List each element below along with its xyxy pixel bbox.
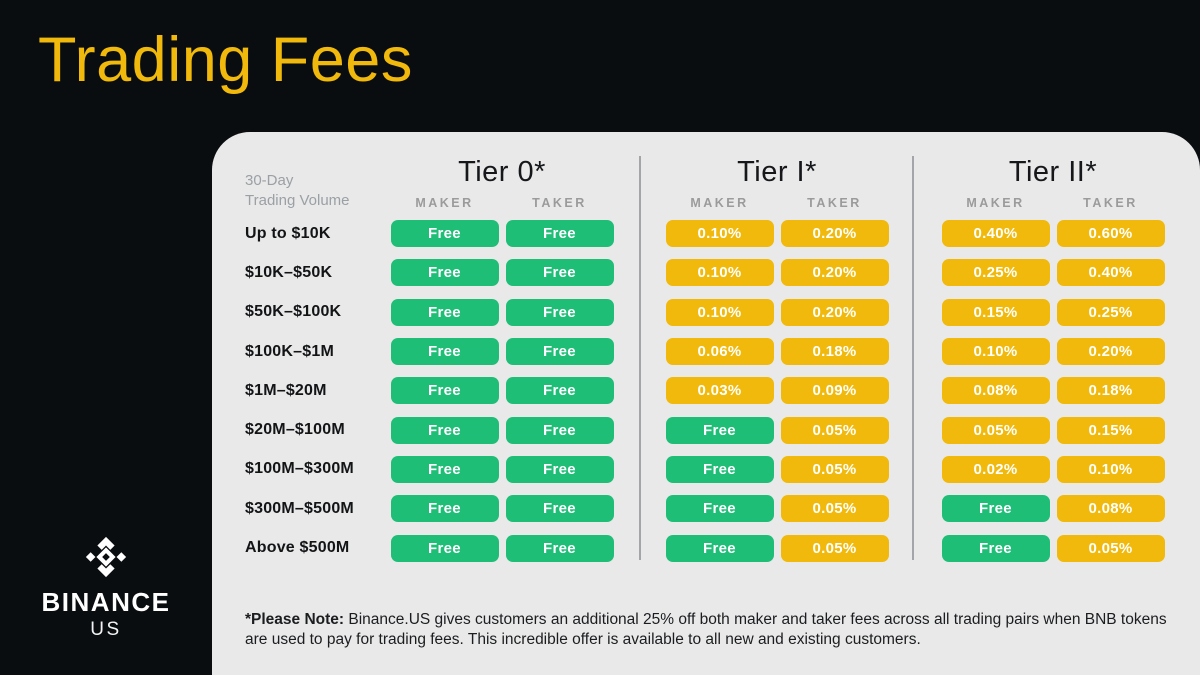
fee-pill: 0.20%: [780, 298, 889, 326]
maker-column-label: MAKER: [966, 196, 1025, 210]
brand-sub: US: [90, 619, 122, 640]
fees-table: 30-Day Trading Volume Tier 0* MAKER TAKER Tie…: [245, 152, 1168, 568]
taker-column-label: TAKER: [1083, 196, 1138, 210]
tier-title: Tier 0*: [458, 155, 546, 188]
volume-row-label: $300M–$500M: [245, 499, 354, 517]
brand-logo: BINANCE US: [0, 534, 212, 641]
fee-pill: 0.18%: [1056, 377, 1165, 405]
fee-pill: 0.06%: [665, 338, 774, 366]
fee-pill: Free: [390, 455, 499, 483]
fee-pill: 0.60%: [1056, 220, 1165, 248]
fee-pill: Free: [665, 455, 774, 483]
binance-diamond-icon: [85, 536, 127, 578]
maker-column-label: MAKER: [415, 196, 474, 210]
brand-name: BINANCE: [41, 587, 171, 617]
fee-pill: 0.08%: [941, 377, 1050, 405]
volume-row-label: $50K–$100K: [245, 303, 342, 321]
fee-pill: Free: [505, 220, 614, 248]
fee-pill: 0.10%: [665, 220, 774, 248]
fee-pill: Free: [505, 259, 614, 287]
footnote: *Please Note: Binance.US gives customers…: [245, 610, 1185, 651]
fee-pill: Free: [390, 534, 499, 562]
volume-row-label: $100M–$300M: [245, 460, 354, 478]
fee-pill: Free: [505, 495, 614, 523]
fee-pill: 0.09%: [780, 377, 889, 405]
fee-pill: 0.40%: [941, 220, 1050, 248]
fee-pill: 0.02%: [941, 455, 1050, 483]
fee-pill: 0.05%: [1056, 534, 1165, 562]
volume-header-line1: 30-Day: [245, 172, 294, 190]
tier-title: Tier I*: [737, 155, 817, 188]
fee-pill: Free: [665, 534, 774, 562]
fee-pill: 0.10%: [1056, 455, 1165, 483]
fee-pill: Free: [505, 455, 614, 483]
fee-pill: 0.40%: [1056, 259, 1165, 287]
tier-divider: [912, 156, 914, 560]
fee-pill: 0.15%: [941, 298, 1050, 326]
volume-row-label: $1M–$20M: [245, 381, 327, 399]
fee-pill: Free: [665, 495, 774, 523]
fee-pill: 0.05%: [780, 495, 889, 523]
fee-pill: 0.18%: [780, 338, 889, 366]
fee-pill: 0.25%: [941, 259, 1050, 287]
fee-pill: Free: [941, 534, 1050, 562]
volume-header-line2: Trading Volume: [245, 192, 350, 210]
taker-column-label: TAKER: [807, 196, 862, 210]
fee-pill: Free: [505, 534, 614, 562]
taker-column-label: TAKER: [532, 196, 587, 210]
fee-pill: 0.20%: [780, 259, 889, 287]
volume-column-header: 30-Day Trading Volume: [245, 171, 387, 214]
volume-row-label: Up to $10K: [245, 224, 331, 242]
volume-row-label: $10K–$50K: [245, 263, 333, 281]
fee-pill: 0.05%: [941, 416, 1050, 444]
page-title: Trading Fees: [38, 25, 413, 95]
fee-pill: Free: [665, 416, 774, 444]
fee-pill: Free: [941, 495, 1050, 523]
footnote-label: *Please Note:: [245, 610, 345, 628]
fee-pill: 0.05%: [780, 416, 889, 444]
fee-pill: Free: [390, 416, 499, 444]
volume-row-label: $20M–$100M: [245, 421, 345, 439]
tier-divider: [639, 156, 641, 560]
fee-pill: 0.20%: [780, 220, 889, 248]
fee-pill: Free: [390, 338, 499, 366]
fee-pill: Free: [390, 259, 499, 287]
maker-column-label: MAKER: [690, 196, 749, 210]
fee-pill: 0.20%: [1056, 338, 1165, 366]
fee-pill: 0.25%: [1056, 298, 1165, 326]
fee-pill: Free: [390, 495, 499, 523]
fee-pill: Free: [390, 377, 499, 405]
tier-title: Tier II*: [1008, 155, 1098, 188]
fee-pill: 0.15%: [1056, 416, 1165, 444]
volume-row-label: $100K–$1M: [245, 342, 334, 360]
fee-pill: 0.08%: [1056, 495, 1165, 523]
footnote-text: Binance.US gives customers an additional…: [245, 610, 1167, 648]
fee-pill: 0.05%: [780, 534, 889, 562]
fee-pill: Free: [505, 298, 614, 326]
fees-panel: 30-Day Trading Volume Tier 0* MAKER TAKER Tie…: [212, 132, 1200, 675]
fee-pill: Free: [505, 377, 614, 405]
fee-pill: 0.05%: [780, 455, 889, 483]
fee-pill: Free: [505, 338, 614, 366]
fee-pill: 0.03%: [665, 377, 774, 405]
volume-row-label: Above $500M: [245, 539, 350, 557]
fee-pill: Free: [390, 298, 499, 326]
fee-pill: 0.10%: [941, 338, 1050, 366]
fee-pill: 0.10%: [665, 259, 774, 287]
fee-pill: Free: [505, 416, 614, 444]
fee-pill: 0.10%: [665, 298, 774, 326]
fee-pill: Free: [390, 220, 499, 248]
